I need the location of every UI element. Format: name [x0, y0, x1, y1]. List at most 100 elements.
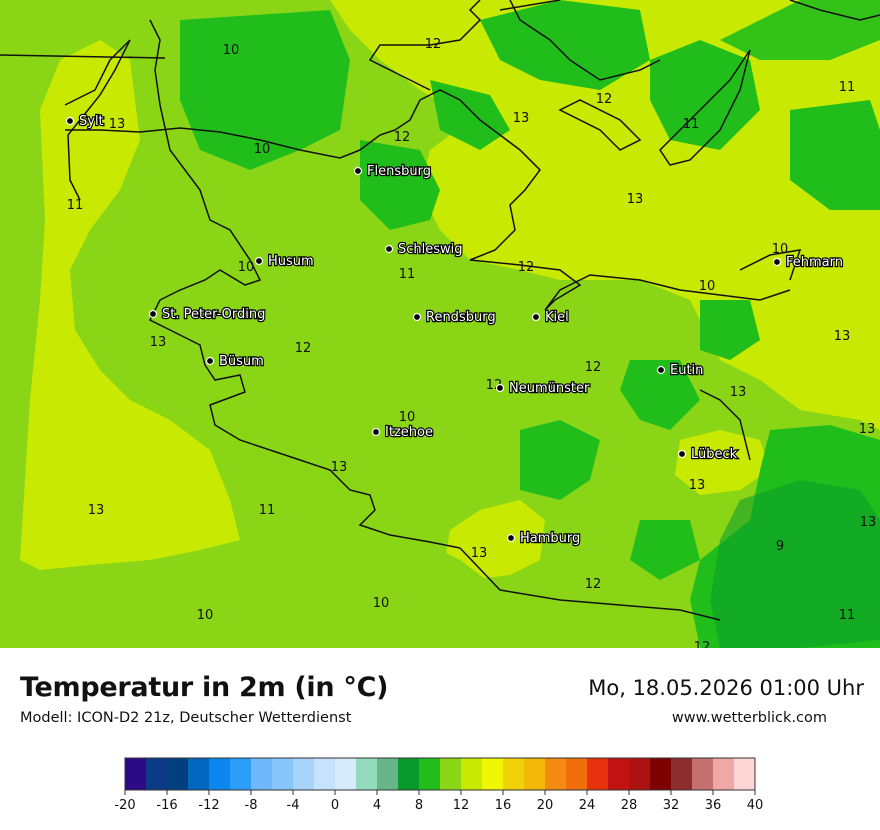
city-label: Husum: [268, 254, 314, 269]
isotherm-label: 10: [772, 242, 789, 257]
legend-swatch: [692, 758, 714, 790]
legend-swatch: [167, 758, 189, 790]
legend-tick-label: 28: [621, 798, 638, 813]
city-marker: [506, 533, 516, 543]
city-label: St. Peter-Ording: [162, 307, 265, 322]
city-label: Neumünster: [509, 381, 590, 396]
legend-swatch: [209, 758, 231, 790]
city-marker: [656, 365, 666, 375]
isotherm-label: 11: [67, 198, 84, 213]
legend-swatch: [440, 758, 462, 790]
city-marker: [65, 116, 75, 126]
legend-swatch: [650, 758, 672, 790]
legend-tick-label: 36: [705, 798, 722, 813]
legend-tick-label: 12: [453, 798, 470, 813]
map-title: Temperatur in 2m (in °C): [20, 672, 389, 703]
legend-swatch: [356, 758, 378, 790]
city-label: Itzehoe: [385, 425, 433, 440]
city-marker: [384, 244, 394, 254]
legend-tick-label: -20: [114, 798, 135, 813]
city-marker: [205, 356, 215, 366]
isotherm-label: 10: [238, 260, 255, 275]
legend-border: [124, 757, 756, 791]
city-marker: [254, 256, 264, 266]
city-label: Sylt: [79, 114, 104, 129]
isotherm-label: 10: [399, 410, 416, 425]
isotherm-label: 13: [834, 329, 851, 344]
legend-tick-label: 24: [579, 798, 596, 813]
legend-swatch: [629, 758, 651, 790]
city-marker: [412, 312, 422, 322]
city-marker: [772, 257, 782, 267]
cold-core: [710, 480, 880, 648]
model-info: Modell: ICON-D2 21z, Deutscher Wetterdie…: [20, 710, 352, 726]
legend-swatch: [545, 758, 567, 790]
isotherm-label: 10: [254, 142, 271, 157]
city-label: Hamburg: [520, 531, 580, 546]
legend-swatch: [608, 758, 630, 790]
website-link[interactable]: www.wetterblick.com: [671, 710, 827, 726]
isotherm-label: 13: [471, 546, 488, 561]
legend-swatch: [461, 758, 483, 790]
city-marker: [353, 166, 363, 176]
map-canvas: 10 12 13 11 10 12 13 12 11 13 11 10 11 10 12 10 13 12 12 13…: [0, 0, 880, 655]
legend-tick-label: -16: [156, 798, 177, 813]
city-label: Flensburg: [367, 164, 431, 179]
legend-swatch: [398, 758, 420, 790]
legend-swatch: [188, 758, 210, 790]
isotherm-label: 13: [627, 192, 644, 207]
isotherm-label: 10: [197, 608, 214, 623]
city-label: Schleswig: [398, 242, 463, 257]
legend-tick-label: -8: [245, 798, 258, 813]
isotherm-label: 12: [394, 130, 411, 145]
isotherm-label: 13: [859, 422, 876, 437]
isotherm-label: 11: [839, 80, 856, 95]
legend-tick-label: -12: [198, 798, 219, 813]
legend-swatch: [734, 758, 756, 790]
legend-tick-label: 16: [495, 798, 512, 813]
city-label: Rendsburg: [426, 310, 496, 325]
coastlines: [0, 0, 880, 621]
legend-tick-label: -4: [287, 798, 300, 813]
isotherm-label: 13: [331, 460, 348, 475]
city-label: Kiel: [545, 310, 569, 325]
forecast-datetime: Mo, 18.05.2026 01:00 Uhr: [588, 676, 864, 700]
isotherm-label: 13: [513, 111, 530, 126]
isotherm-label: 12: [295, 341, 312, 356]
map-footer: Temperatur in 2m (in °C) Modell: ICON-D2…: [0, 648, 880, 830]
legend-tick-label: 20: [537, 798, 554, 813]
color-legend: -20 -16 -12 -8 -4 0 4 8 12 16 20 24 28 32 36 40: [114, 757, 763, 813]
city-marker: [148, 309, 158, 319]
legend-swatch: [566, 758, 588, 790]
city-label: Lübeck: [691, 447, 738, 462]
legend-swatch: [377, 758, 399, 790]
city-marker: [371, 427, 381, 437]
isotherm-label: 11: [839, 608, 856, 623]
isotherm-label: 13: [860, 515, 877, 530]
isotherm-label: 10: [223, 43, 240, 58]
isotherm-label: 13: [88, 503, 105, 518]
isotherm-label: 12: [425, 37, 442, 52]
isotherm-label: 11: [259, 503, 276, 518]
isotherm-label: 12: [585, 577, 602, 592]
city-markers: Sylt Flensburg Schleswig Husum Fehmarn St. Pe…: [65, 113, 844, 547]
legend-swatch: [251, 758, 273, 790]
legend-swatch: [230, 758, 252, 790]
isotherm-label: 13: [109, 117, 126, 132]
legend-ticks: -20 -16 -12 -8 -4 0 4 8 12 16 20 24 28 32 36 40: [114, 790, 763, 813]
legend-tick-label: 8: [415, 798, 423, 813]
legend-swatch: [146, 758, 168, 790]
legend-tick-label: 32: [663, 798, 680, 813]
isotherm-label: 12: [596, 92, 613, 107]
isotherm-label: 10: [699, 279, 716, 294]
legend-swatch: [524, 758, 546, 790]
isotherm-label: 12: [694, 640, 711, 648]
legend-swatch: [587, 758, 609, 790]
legend-swatch: [314, 758, 336, 790]
legend-swatch: [419, 758, 441, 790]
legend-swatch: [482, 758, 504, 790]
inland-band: [0, 530, 700, 648]
isotherm-label: 13: [730, 385, 747, 400]
isotherm-label: 9: [776, 539, 784, 554]
city-marker: [677, 449, 687, 459]
